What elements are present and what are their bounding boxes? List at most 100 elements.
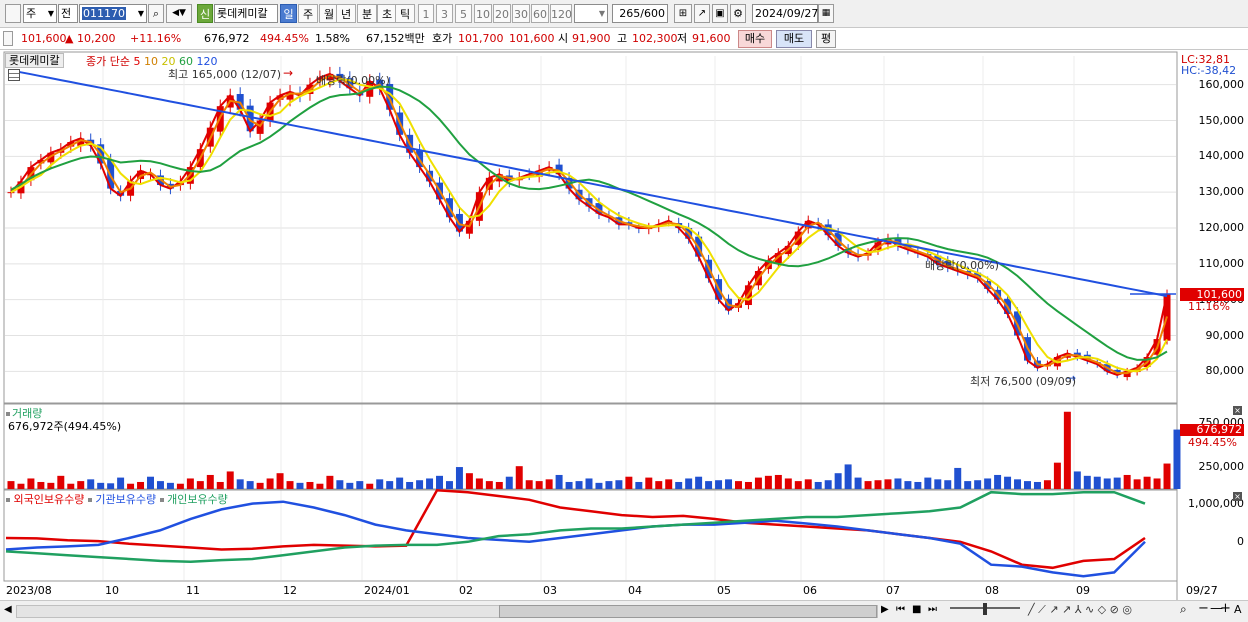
period-week-button[interactable]: 주 <box>298 4 318 23</box>
scroll-left-icon[interactable]: ◀ <box>4 604 12 615</box>
volume-bar <box>1093 476 1101 489</box>
volume-close-icon[interactable]: × <box>1233 406 1242 415</box>
volume-bar <box>665 479 673 489</box>
stock-code-value: 011170 <box>82 7 126 20</box>
legend-individual: 개인보유수량 <box>167 493 228 506</box>
first-icon[interactable]: ⏮ <box>896 604 905 615</box>
candle-body <box>326 73 334 81</box>
x-tick-label: 12 <box>283 584 297 597</box>
candle-body <box>276 95 284 100</box>
volume-bar <box>47 482 55 489</box>
font-size-icon[interactable]: A <box>1234 603 1242 616</box>
volume-bars <box>7 411 1181 489</box>
layout-icon[interactable] <box>5 4 21 23</box>
period-second-button[interactable]: 초 <box>377 4 397 23</box>
volume-bar <box>236 479 244 489</box>
volume-bar <box>246 481 254 489</box>
candle-body <box>256 120 264 134</box>
search-icon[interactable]: ⌕ <box>148 4 164 23</box>
volume-bar <box>1024 481 1031 489</box>
candle-body <box>555 164 563 175</box>
volume-bar <box>226 471 234 489</box>
table-icon[interactable] <box>8 69 20 81</box>
zoom-out-icon[interactable]: ⌕ <box>1180 602 1187 616</box>
interval-3-button[interactable]: 3 <box>436 4 453 23</box>
buy-label: 매수 <box>744 32 766 45</box>
scrollbar-thumb[interactable] <box>499 605 877 618</box>
x-tick-label: 07 <box>886 584 900 597</box>
period-day-label: 일 <box>283 8 294 21</box>
price-change-pct: +11.16% <box>130 32 182 45</box>
eval-button[interactable]: 평 <box>816 30 836 48</box>
volume-bar <box>685 478 693 489</box>
stock-name-field: 롯데케미칼 <box>214 4 278 23</box>
volume-bar <box>366 483 374 489</box>
draw-icon[interactable]: ↗ <box>694 4 710 23</box>
period-tick-label: 틱 <box>399 8 411 21</box>
line-icon[interactable]: — <box>1210 601 1223 616</box>
buy-button[interactable]: 매수 <box>738 30 772 48</box>
volume-bar <box>426 478 434 489</box>
interval-10-button[interactable]: 10 <box>474 4 492 23</box>
volume-bar <box>475 478 483 489</box>
open-price: 91,900 <box>572 32 611 45</box>
interval-5-button[interactable]: 5 <box>455 4 472 23</box>
interval-120-button[interactable]: 120 <box>550 4 572 23</box>
stock-name-value: 롯데케미칼 <box>217 7 268 20</box>
plus-icon[interactable]: + <box>1220 601 1231 616</box>
gear-icon[interactable]: ⚙ <box>730 4 746 23</box>
count-input[interactable]: 265/600 <box>612 4 668 23</box>
volume-bar <box>396 477 404 489</box>
volume-bar <box>764 475 772 489</box>
period-second-label: 초 <box>381 8 393 21</box>
interval-1-button[interactable]: 1 <box>418 4 434 23</box>
volume-bar <box>565 481 573 489</box>
save-icon[interactable]: ▣ <box>712 4 728 23</box>
speaker-icon[interactable]: ◀▼ <box>166 4 192 23</box>
sell-button[interactable]: 매도 <box>776 30 812 48</box>
volume-bar <box>176 483 184 489</box>
stock-code-input[interactable]: 011170 ▼ <box>79 4 147 23</box>
indicator-icon[interactable]: ⊞ <box>674 4 692 23</box>
candle-body <box>137 170 145 180</box>
legend-foreign: 외국인보유수량 <box>13 493 85 506</box>
ask-price: 101,700 <box>458 32 504 45</box>
period-unit-select[interactable]: 주 ▼ <box>23 4 57 23</box>
interval-30-button[interactable]: 30 <box>512 4 530 23</box>
volume-tag-value: 676,972 <box>1196 423 1243 436</box>
date-input[interactable]: 2024/09/27 <box>752 4 818 23</box>
interval-20-button[interactable]: 20 <box>493 4 511 23</box>
period-minute-label: 분 <box>361 8 373 21</box>
price-tick-label: 80,000 <box>1205 364 1245 378</box>
new-badge-button[interactable]: 신 <box>197 4 213 23</box>
volume-bar <box>894 478 902 489</box>
minus-icon[interactable]: − <box>1198 601 1209 616</box>
period-year-label: 년 <box>340 8 352 21</box>
volume-bar <box>316 483 324 489</box>
holdings-close-icon[interactable]: × <box>1233 492 1242 501</box>
scroll-right-icon[interactable]: ▶ <box>881 604 889 615</box>
period-minute-button[interactable]: 분 <box>357 4 377 23</box>
prev-page-icon[interactable]: ■ <box>912 604 922 615</box>
volume-bar <box>27 478 35 489</box>
candle-body <box>37 159 45 164</box>
period-tick-button[interactable]: 틱 <box>395 4 415 23</box>
drawing-tools[interactable]: ╱ ⟋ ↗ ↗ ⅄ ∿ ◇ ⊘ ◎ <box>1028 603 1132 616</box>
custom-interval-select[interactable]: ▼ <box>574 4 608 23</box>
volume-bar <box>854 477 862 489</box>
zoom-handle[interactable] <box>983 603 987 615</box>
volume-bar <box>525 480 533 489</box>
period-day-button[interactable]: 일 <box>280 4 297 23</box>
prev-select[interactable]: 전 <box>58 4 78 23</box>
volume-bar <box>346 482 354 489</box>
volume-bar <box>406 481 414 489</box>
next-page-icon[interactable]: ⏭ <box>928 604 937 615</box>
period-year-button[interactable]: 년 <box>336 4 356 23</box>
volume-bar <box>495 481 503 489</box>
price-tick-label: 90,000 <box>1205 328 1245 342</box>
calendar-icon[interactable]: ▦ <box>818 4 834 23</box>
interval-60-button[interactable]: 60 <box>531 4 549 23</box>
collapse-icon[interactable] <box>3 31 13 46</box>
volume-bar <box>1073 471 1081 489</box>
volume-bar <box>784 478 792 489</box>
